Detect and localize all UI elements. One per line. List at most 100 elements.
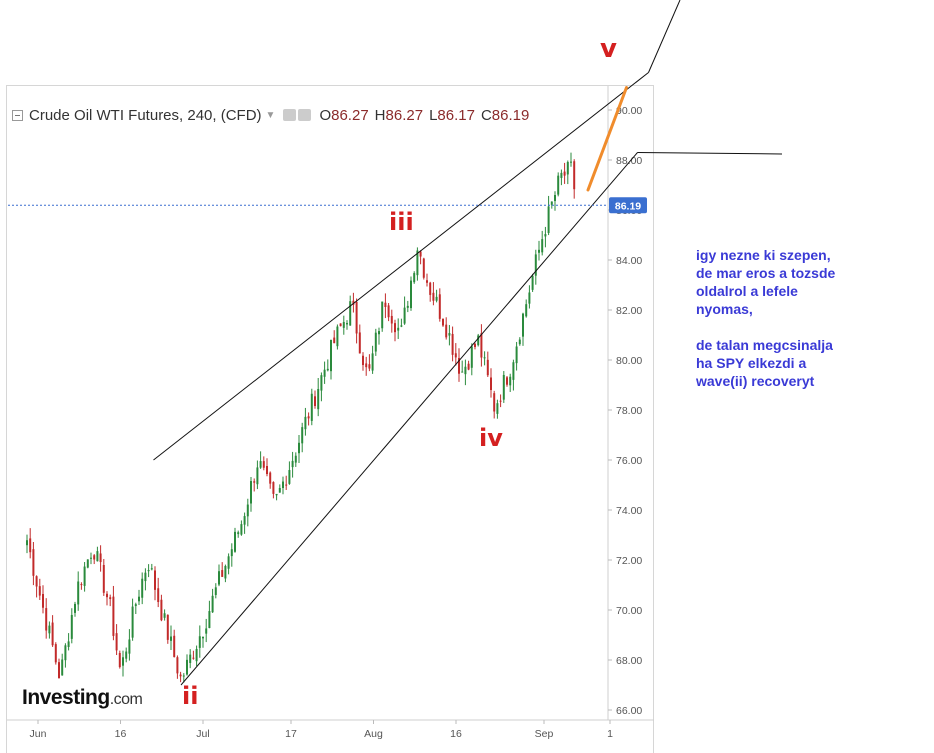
settings-icon[interactable] [298,109,312,121]
candle-body [381,301,384,329]
candle-body [528,292,531,304]
candle-body [458,358,460,374]
candle-body [502,374,505,400]
candle-body [326,368,329,371]
upper-channel-line[interactable] [153,72,649,461]
annotation-note: igy nezne ki szepen, de mar eros a tozsd… [696,247,836,389]
y-tick-label: 74.00 [616,505,642,517]
candle-body [118,652,121,668]
candle-body [451,333,454,355]
x-tick-label: 17 [285,728,297,740]
candle-body [250,481,252,504]
candle-body [486,359,489,376]
candle-body [352,300,355,305]
candle-body [234,531,236,552]
candle-body [419,251,422,257]
candle-body [301,427,304,444]
candle-body [77,581,80,605]
candle-body [160,599,163,621]
y-tick-label: 88.00 [616,155,642,167]
symbol-title[interactable]: Crude Oil WTI Futures, 240, (CFD) [29,106,262,124]
candle-body [461,371,464,373]
chevron-down-icon[interactable]: ▼ [265,109,276,121]
candle-body [518,339,521,345]
close-key: C [480,106,492,124]
eye-icon[interactable] [283,109,297,121]
candle-body [470,346,473,368]
candle-body [112,596,115,636]
candle-body [467,363,470,370]
candle-body [432,292,435,301]
logo-name: Investing [22,686,110,709]
candle-body [323,369,326,377]
candle-body [150,568,153,570]
candle-body [80,584,83,586]
candle-body [32,549,35,576]
candle-body [266,466,268,475]
logo-suffix: .com [109,691,143,708]
candle-body [48,625,51,634]
x-tick-label: 16 [450,728,462,740]
candle-body [224,565,227,579]
candle-body [400,325,403,327]
candle-body [320,375,323,391]
candle-body [61,659,64,676]
candle-body [275,493,278,496]
candle-body [189,654,192,663]
y-tick-label: 80.00 [616,355,642,367]
lower-channel-extension [637,152,783,155]
candle-body [154,570,156,590]
y-tick-label: 66.00 [616,705,642,717]
candle-body [483,357,486,359]
candle-body [429,282,432,295]
upper-channel-extension [648,0,681,73]
candle-body [438,294,441,319]
candle-body [102,565,105,593]
candle-body [506,377,508,385]
candle-body [531,275,534,290]
candle-body [205,628,208,634]
candle-body [208,611,211,629]
candle-body [333,337,336,344]
candle-body [246,504,249,517]
lower-channel-line[interactable] [180,152,638,686]
candle-body [298,442,300,454]
y-tick-label: 84.00 [616,255,642,267]
candle-body [515,346,518,364]
candle-body [403,307,406,324]
candle-body [307,416,310,419]
candle-body [256,467,259,485]
candle-body [70,614,73,639]
candle-body [278,487,281,493]
candle-body [147,570,150,572]
collapse-icon[interactable] [12,109,23,121]
candle-body [192,657,195,659]
candle-body [554,195,556,202]
last-price-label: 86.19 [615,200,641,212]
candle-body [563,171,566,176]
wave-v-projection[interactable] [586,86,628,192]
candle-body [262,461,265,468]
candle-body [355,301,358,334]
candle-body [173,635,176,657]
candle-body [534,254,537,276]
candle-body [214,587,217,595]
candle-body [221,570,224,577]
candle-body [45,608,48,631]
candle-body [122,657,124,666]
y-tick-label: 78.00 [616,405,642,417]
candle-body [480,333,483,358]
candle-body [336,326,339,347]
candle-body [170,636,172,641]
candle-body [38,586,41,596]
y-tick-label: 70.00 [616,605,642,617]
candle-body [29,538,32,553]
candle-body [272,482,275,494]
candle-body [342,322,345,328]
candle-body [550,201,553,205]
candle-body [138,596,140,602]
y-tick-label: 72.00 [616,555,642,567]
candle-body [547,206,550,233]
candle-body [64,645,67,661]
